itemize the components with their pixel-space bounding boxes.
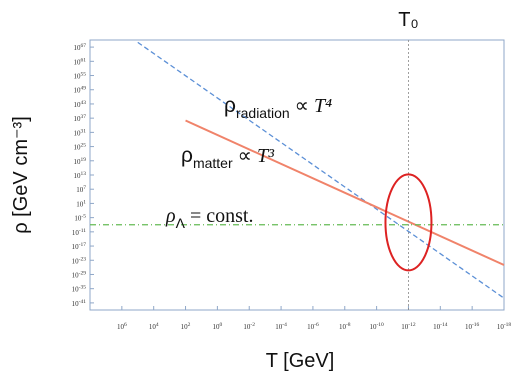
y-tick-label: 1055 [74,72,87,81]
x-tick-label: 106 [117,322,127,331]
y-tick-label: 101 [76,199,86,208]
x-tick-label: 10-4 [275,322,287,331]
x-tick-label: 10-14 [433,322,448,331]
series-label-radiation: ρradiation ∝ T⁴ [224,94,332,121]
y-tick-label: 1025 [74,143,87,152]
y-tick-label: 10-23 [72,256,87,265]
x-tick-label: 10-10 [369,322,384,331]
x-tick-label: 10-18 [497,322,512,331]
y-tick-label: 1067 [74,43,87,52]
y-tick-label: 10-5 [74,214,86,223]
y-tick-label: 10-41 [72,299,87,308]
series-label-λ: ρΛ = const. [165,205,253,231]
y-tick-label: 1061 [74,57,87,66]
y-axis-title: ρ [GeV cm⁻³] [10,116,32,234]
y-tick-label: 1037 [74,114,87,123]
x-tick-label: 10-2 [243,322,255,331]
t0-label: T₀ [398,9,419,31]
series-label-matter: ρmatter ∝ T³ [181,144,275,171]
x-axis-title: T [GeV] [266,350,335,372]
y-tick-label: 1013 [74,171,87,180]
x-tick-label: 10-12 [401,322,416,331]
y-tick-label: 1031 [74,128,87,137]
y-tick-label: 10-17 [72,242,87,251]
x-tick-label: 102 [181,322,191,331]
y-tick-label: 10-29 [72,270,87,279]
y-tick-label: 107 [76,185,86,194]
series-line-radiation [137,41,505,299]
x-tick-label: 10-8 [339,322,351,331]
x-tick-label: 10-6 [307,322,319,331]
x-tick-label: 104 [149,322,159,331]
y-tick-label: 10-11 [72,228,86,237]
y-tick-label: 1019 [74,157,87,166]
x-tick-label: 10-16 [465,322,480,331]
annotation-layer: ρradiation ∝ T⁴ ρmatter ∝ T³ ρΛ = const. [165,94,332,231]
series-layer [90,40,505,310]
highlight-ellipse [384,173,433,272]
y-tick-label: 1049 [74,86,87,95]
plot-frame [89,39,505,311]
y-tick-label: 1043 [74,100,87,109]
series-line-matter [185,119,505,266]
y-tick-label: 10-35 [72,285,87,294]
tick-layer: 1067 1061 1055 1049 1043 1037 1031 1025 1019 1013… [72,43,512,331]
x-tick-label: 100 [213,322,223,331]
